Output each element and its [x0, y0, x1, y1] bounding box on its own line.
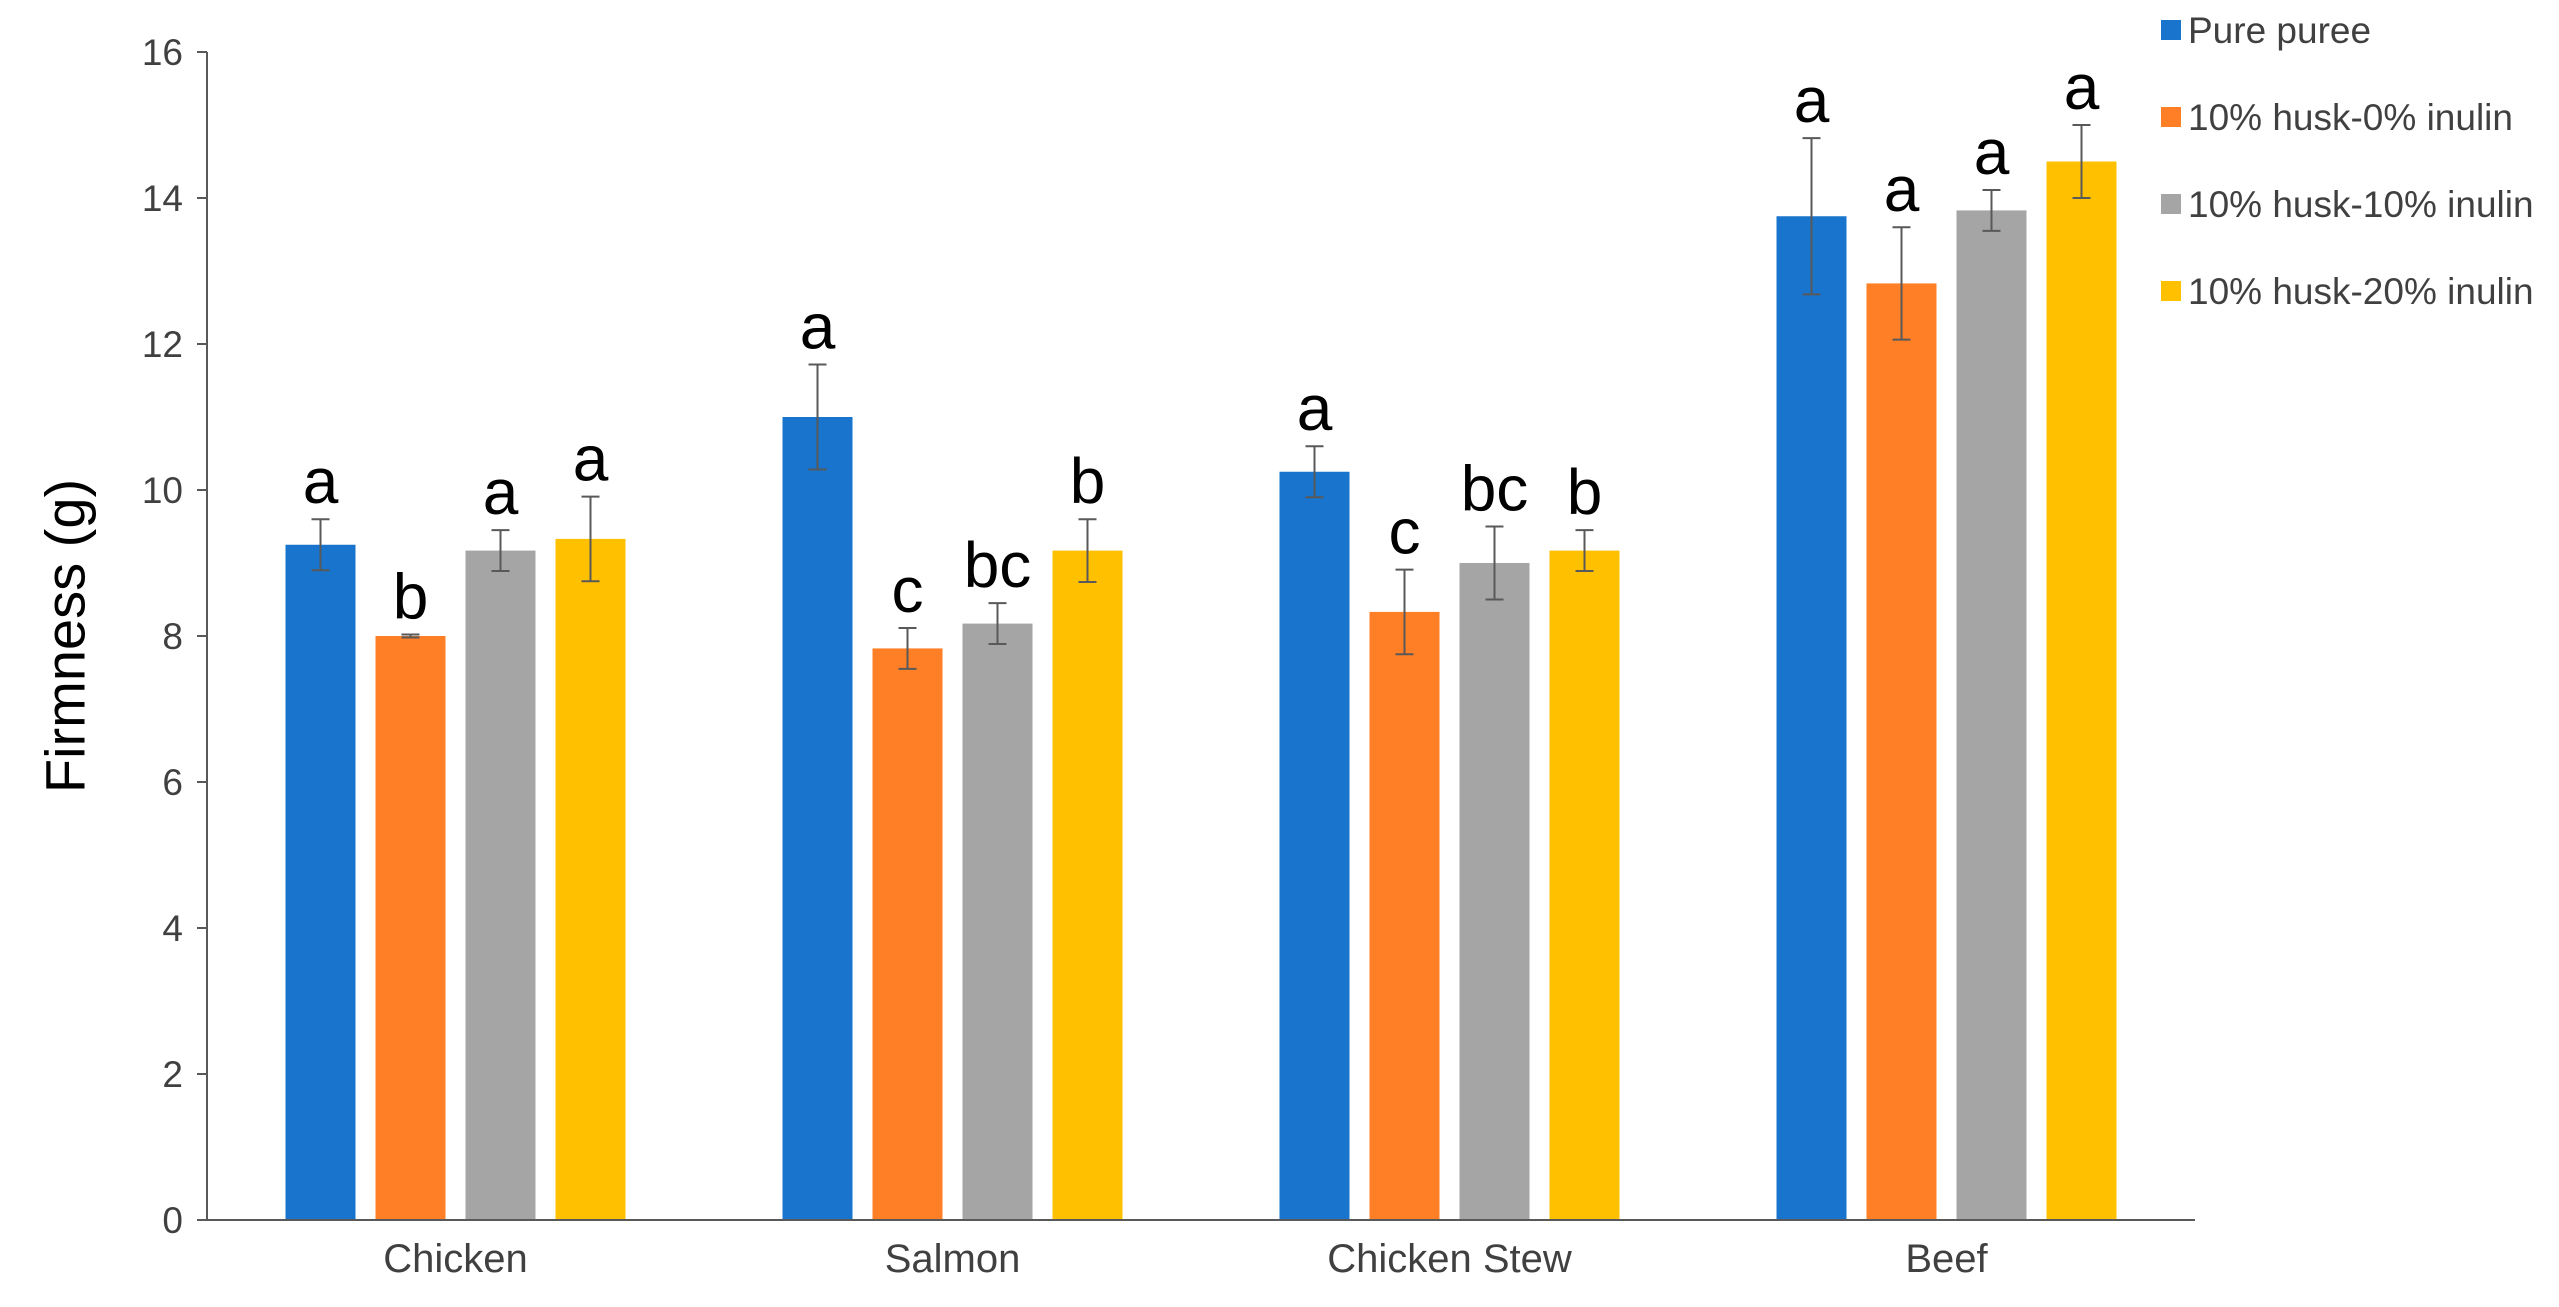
y-axis-title: Firmness (g)	[34, 479, 97, 793]
significance-label: bc	[964, 529, 1032, 601]
y-tick-label: 14	[142, 178, 183, 219]
bar	[1459, 563, 1530, 1220]
significance-label: a	[1974, 116, 2010, 188]
significance-label: a	[303, 445, 339, 517]
significance-label: a	[1297, 372, 1333, 444]
significance-label: c	[1389, 496, 1421, 568]
bar	[872, 648, 943, 1220]
y-tick-label: 10	[142, 470, 183, 511]
y-tick-label: 12	[142, 324, 183, 365]
bar	[1369, 611, 1440, 1220]
y-tick-label: 0	[162, 1200, 183, 1241]
bar	[555, 538, 626, 1220]
legend-swatch	[2161, 20, 2181, 40]
y-tick-label: 6	[162, 762, 183, 803]
bar	[1956, 210, 2027, 1220]
bar	[375, 636, 446, 1220]
bar	[2046, 161, 2117, 1220]
significance-label: b	[1070, 445, 1106, 517]
y-tick-label: 8	[162, 616, 183, 657]
y-tick-label: 4	[162, 908, 183, 949]
significance-label: a	[800, 290, 836, 362]
bar	[1549, 550, 1620, 1220]
significance-label: a	[573, 423, 609, 495]
x-category-label: Chicken	[383, 1237, 528, 1281]
legend-label: Pure puree	[2188, 10, 2371, 51]
legend-label: 10% husk-20% inulin	[2188, 271, 2534, 312]
x-category-labels: Chicken Salmon Chicken Stew Beef	[383, 1237, 1988, 1281]
bars-layer	[285, 161, 2117, 1220]
bar	[962, 623, 1033, 1220]
legend-label: 10% husk-0% inulin	[2188, 97, 2513, 138]
legend: Pure puree 10% husk-0% inulin 10% husk-10%…	[2161, 10, 2534, 312]
significance-label: a	[1884, 153, 1920, 225]
x-category-label: Salmon	[885, 1237, 1021, 1281]
significance-label: b	[393, 561, 429, 633]
bar	[1279, 471, 1350, 1220]
x-category-label: Beef	[1905, 1237, 1988, 1281]
y-tick-labels: 0 2 4 6 8 10 12 14 16	[142, 32, 207, 1241]
significance-label: a	[2064, 51, 2100, 123]
significance-label: b	[1567, 456, 1603, 528]
bar	[1776, 216, 1847, 1220]
error-bars-layer	[311, 124, 2091, 670]
bar	[465, 550, 536, 1220]
x-category-label: Chicken Stew	[1327, 1237, 1572, 1281]
legend-swatch	[2161, 194, 2181, 214]
y-tick-label: 2	[162, 1054, 183, 1095]
y-tick-label: 16	[142, 32, 183, 73]
bar	[782, 417, 853, 1220]
legend-swatch	[2161, 107, 2181, 127]
bar	[285, 544, 356, 1220]
significance-label: a	[1794, 64, 1830, 136]
significance-label: bc	[1461, 453, 1529, 525]
bar	[1052, 550, 1123, 1220]
significance-label: a	[483, 456, 519, 528]
significance-label: c	[892, 554, 924, 626]
bar	[1866, 283, 1937, 1220]
legend-label: 10% husk-10% inulin	[2188, 184, 2534, 225]
legend-swatch	[2161, 281, 2181, 301]
